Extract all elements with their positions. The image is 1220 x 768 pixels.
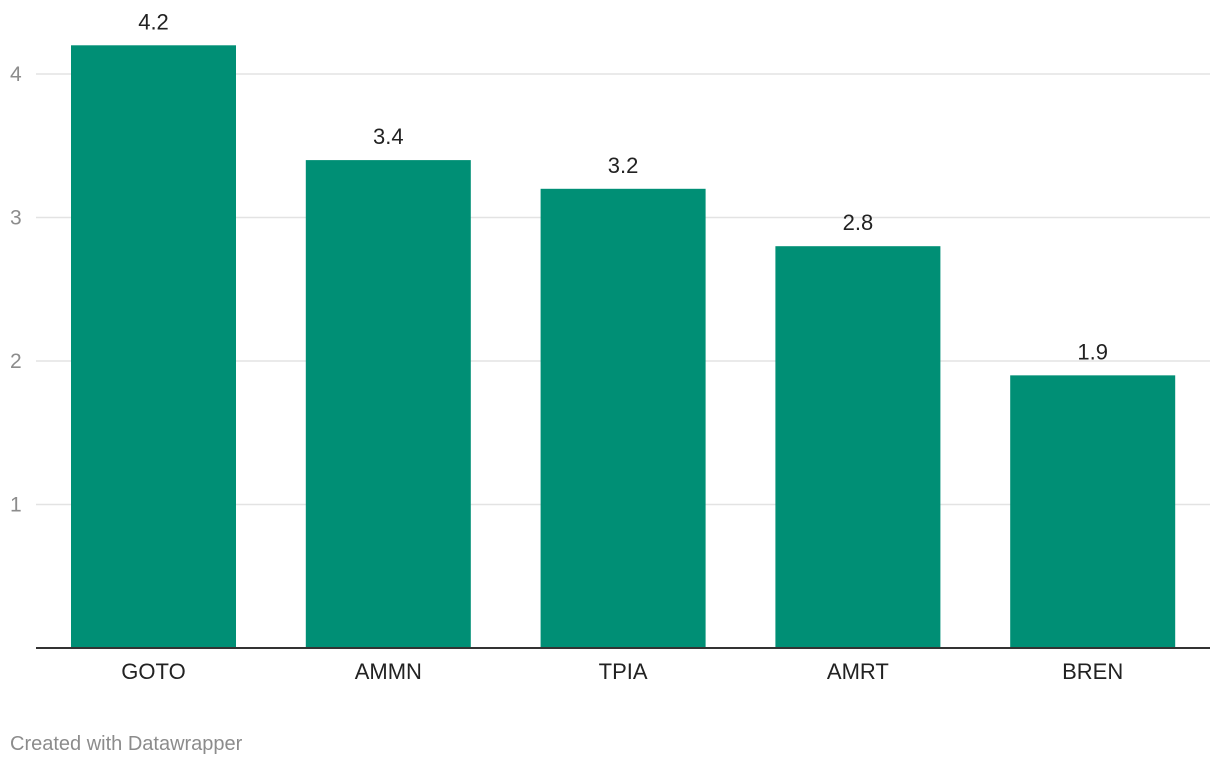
y-tick-label: 2 [10, 350, 22, 373]
value-label: 4.2 [138, 9, 169, 34]
y-tick-label: 1 [10, 494, 22, 517]
bar-goto [71, 45, 236, 649]
value-label: 1.9 [1077, 339, 1108, 364]
value-label: 3.2 [608, 153, 639, 178]
category-label: AMRT [827, 659, 889, 684]
value-label: 3.4 [373, 124, 404, 149]
bars [71, 45, 1176, 649]
bar-amrt [775, 246, 941, 648]
bar-ammn [305, 160, 471, 648]
bar-bren [1010, 375, 1176, 648]
category-label: TPIA [599, 659, 648, 684]
y-tick-label: 4 [10, 63, 22, 86]
y-axis-ticks: 1 2 3 4 [10, 63, 22, 517]
category-label: AMMN [355, 659, 422, 684]
category-label: BREN [1062, 659, 1123, 684]
value-label: 2.8 [843, 210, 874, 235]
category-labels: GOTO AMMN TPIA AMRT BREN [121, 659, 1123, 684]
value-labels: 4.2 3.4 3.2 2.8 1.9 [138, 9, 1108, 364]
y-tick-label: 3 [10, 207, 22, 230]
footer-credit: Created with Datawrapper [10, 733, 243, 755]
category-label: GOTO [121, 659, 185, 684]
bar-tpia [540, 188, 706, 649]
